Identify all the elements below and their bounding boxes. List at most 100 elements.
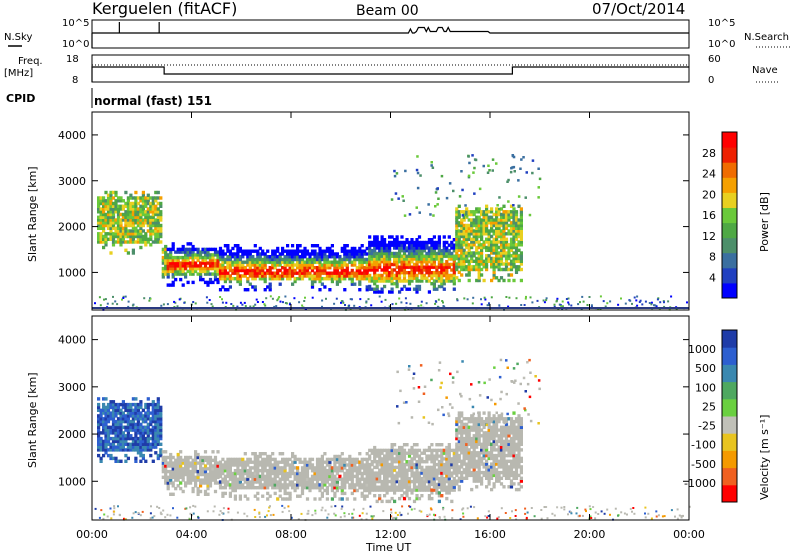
heatmap-cell xyxy=(236,279,240,284)
heatmap-cell xyxy=(320,252,324,256)
heatmap-cell xyxy=(305,463,310,467)
heatmap-cell xyxy=(507,445,511,449)
heatmap-cell xyxy=(236,244,240,248)
heatmap-cell xyxy=(141,436,145,441)
heatmap-cell xyxy=(378,273,382,278)
heatmap-cell xyxy=(109,400,113,404)
heatmap-cell xyxy=(144,204,148,208)
heatmap-cell xyxy=(450,273,454,278)
heatmap-cell xyxy=(363,249,367,253)
heatmap-cell xyxy=(509,223,514,228)
heatmap-cell xyxy=(281,452,285,456)
heatmap-cell xyxy=(154,226,158,230)
heatmap-cell xyxy=(417,460,422,464)
heatmap-cell xyxy=(111,425,116,429)
heatmap-cell xyxy=(388,246,392,250)
heatmap-cell xyxy=(477,259,481,263)
heatmap-cell xyxy=(492,256,496,261)
heatmap-cell xyxy=(318,477,322,481)
heatmap-cell xyxy=(276,274,280,278)
heatmap-cell xyxy=(126,251,130,255)
heatmap-cell xyxy=(465,456,469,461)
heatmap-cell xyxy=(380,268,384,272)
heatmap-cell xyxy=(116,448,121,452)
heatmap-cell xyxy=(203,264,208,268)
heatmap-cell xyxy=(455,256,459,261)
heatmap-cell xyxy=(323,488,327,493)
heatmap-cell xyxy=(213,469,218,474)
heatmap-cell xyxy=(139,196,143,200)
heatmap-cell xyxy=(102,402,106,407)
heatmap-speckle xyxy=(473,158,477,161)
heatmap-cell xyxy=(368,243,372,247)
heatmap-cell xyxy=(519,254,523,258)
heatmap-cell xyxy=(437,479,441,484)
heatmap-cell xyxy=(136,196,140,200)
heatmap-cell xyxy=(365,277,369,281)
heatmap-cell xyxy=(179,461,183,465)
heatmap-cell xyxy=(430,474,434,478)
heatmap-cell xyxy=(375,265,379,269)
heatmap-cell xyxy=(485,476,489,480)
heatmap-cell xyxy=(450,254,454,258)
heatmap-cell xyxy=(395,251,399,256)
heatmap-cell xyxy=(116,240,121,244)
heatmap-cell xyxy=(271,252,275,256)
heatmap-cell xyxy=(368,479,372,484)
heatmap-cell xyxy=(425,488,429,492)
heatmap-cell xyxy=(402,462,407,467)
heatmap-cell xyxy=(495,262,499,266)
heatmap-cell xyxy=(149,210,153,214)
heatmap-cell xyxy=(273,263,277,267)
heatmap-cell xyxy=(169,261,173,265)
heatmap-cell xyxy=(228,494,232,498)
heatmap-cell xyxy=(437,284,441,289)
heatmap-cell xyxy=(477,278,481,283)
heatmap-cell xyxy=(320,457,324,462)
heatmap-cell xyxy=(490,470,494,475)
heatmap-cell xyxy=(398,279,402,283)
heatmap-cell xyxy=(221,263,225,267)
heatmap-speckle xyxy=(273,305,276,308)
heatmap-cell xyxy=(467,453,471,458)
heatmap-speckle xyxy=(244,305,247,308)
heatmap-cell xyxy=(487,436,491,441)
heatmap-cell xyxy=(323,474,327,479)
heatmap-cell xyxy=(497,428,501,432)
heatmap-cell xyxy=(99,414,103,418)
heatmap-cell xyxy=(154,422,158,427)
heatmap-cell xyxy=(156,397,160,401)
heatmap-cell xyxy=(134,456,138,461)
heatmap-cell xyxy=(363,266,367,270)
heatmap-cell xyxy=(477,451,481,455)
heatmap-speckle xyxy=(116,303,119,306)
heatmap-cell xyxy=(467,459,471,463)
heatmap-cell xyxy=(276,260,280,264)
heatmap-cell xyxy=(116,210,121,214)
heatmap-cell xyxy=(146,417,150,421)
heatmap-cell xyxy=(495,476,499,480)
heatmap-cell xyxy=(360,457,364,462)
heatmap-cell xyxy=(514,226,519,230)
heatmap-cell xyxy=(176,475,180,479)
heatmap-cell xyxy=(375,471,379,475)
heatmap-cell xyxy=(517,229,521,233)
heatmap-cell xyxy=(427,454,431,458)
heatmap-cell xyxy=(111,456,116,461)
heatmap-cell xyxy=(420,260,424,264)
heatmap-cell xyxy=(169,266,173,271)
heatmap-cell xyxy=(353,249,357,253)
heatmap-cell xyxy=(102,218,106,222)
heatmap-cell xyxy=(425,268,429,272)
heatmap-cell xyxy=(435,451,439,455)
heatmap-cell xyxy=(131,232,135,236)
heatmap-speckle xyxy=(641,303,644,306)
heatmap-cell xyxy=(497,221,501,225)
heatmap-cell xyxy=(179,472,183,477)
heatmap-cell xyxy=(114,229,118,233)
heatmap-cell xyxy=(398,474,402,478)
heatmap-cell xyxy=(121,204,125,208)
heatmap-cell xyxy=(221,486,225,490)
heatmap-cell xyxy=(405,471,409,475)
heatmap-cell xyxy=(373,479,377,484)
